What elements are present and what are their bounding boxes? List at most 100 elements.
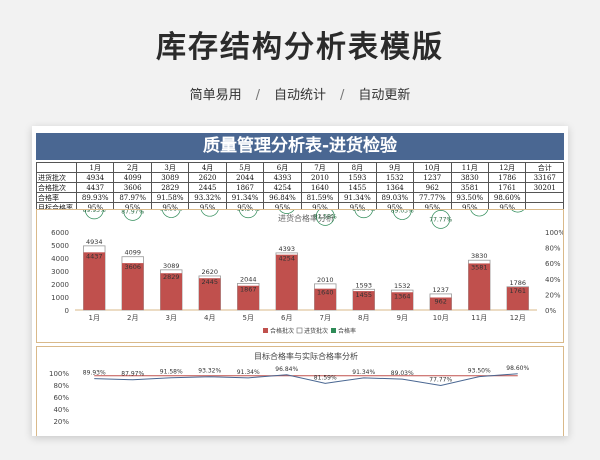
table-cell: 1455 <box>338 182 377 193</box>
row-label: 合格率 <box>36 192 77 203</box>
table-cell: 89.03% <box>375 192 415 203</box>
tag-separator: / <box>255 88 260 103</box>
x-tick-label: 11月 <box>471 314 487 322</box>
y2-tick-label: 100% <box>545 229 563 237</box>
bar-qualified <box>237 285 260 310</box>
table-cell: 81.59% <box>300 192 340 203</box>
rate-label: 81.59% <box>314 213 337 220</box>
y-tick-label: 0 <box>65 307 69 315</box>
bar-qualified <box>352 291 375 310</box>
line-chart: 目标合格率与实际合格率分析 100% 80% 60% 40% 20% 89.93% 87.97… <box>49 351 529 426</box>
bar-total-label: 2044 <box>240 275 257 283</box>
table-cell: 30201 <box>525 182 564 193</box>
y-tick-label: 2000 <box>51 281 69 289</box>
x-tick-label: 12月 <box>510 314 526 322</box>
y2-tick-label: 80% <box>545 245 561 253</box>
table-cell: 89.93% <box>75 192 115 203</box>
table-cell: 91.34% <box>338 192 377 203</box>
y2-tick-label: 60% <box>545 260 561 268</box>
bar-qualified <box>314 288 337 310</box>
bar-qualified <box>468 263 491 310</box>
row-label: 合格批次 <box>36 182 77 193</box>
x-tick-label: 6月 <box>281 314 292 322</box>
rate-label: 93.50% <box>468 210 491 211</box>
table-cell: 2445 <box>188 182 227 193</box>
legend-swatch <box>263 328 268 333</box>
tag-separator: / <box>340 88 345 103</box>
table-cell: 91.58% <box>150 192 190 203</box>
page-title: 库存结构分析表模版 <box>156 30 444 65</box>
month-header: 7月 <box>300 162 340 173</box>
legend-label: 合格批次 <box>270 327 294 335</box>
table-cell: 87.97% <box>113 192 152 203</box>
rate-label: 81.59% <box>314 374 337 381</box>
table-cell: 3606 <box>113 182 152 193</box>
actual-line <box>94 373 518 386</box>
x-tick-label: 1月 <box>89 314 100 322</box>
bar-total-label: 1237 <box>432 286 449 294</box>
table-cell: 98.60% <box>487 192 527 203</box>
month-header: 4月 <box>188 162 227 173</box>
line-chart-panel: 目标合格率与实际合格率分析 100% 80% 60% 40% 20% 89.93% 87.97… <box>36 346 564 436</box>
table-cell: 4254 <box>263 182 302 193</box>
table-cell: 4393 <box>263 172 302 183</box>
table-cell: 1364 <box>375 182 415 193</box>
bar-qualified-label: 962 <box>435 297 447 305</box>
bar-qualified-label: 3581 <box>471 263 488 271</box>
bar-qualified-label: 1640 <box>317 289 334 297</box>
bar-qualified-label: 2829 <box>163 273 180 281</box>
rate-marker <box>277 195 297 214</box>
table-cell: 2044 <box>225 172 265 183</box>
table-cell: 1640 <box>300 182 340 193</box>
table-cell: 91.34% <box>225 192 265 203</box>
table-cell: 4437 <box>75 182 115 193</box>
x-tick-label: 3月 <box>166 314 177 322</box>
table-cell: 2829 <box>150 182 190 193</box>
table-cell: 1532 <box>375 172 415 183</box>
table-row: 合格率 89.93% 87.97% 91.58% 93.32% 91.34% 96.84% 8… <box>36 192 564 203</box>
bar-total-label: 2010 <box>317 276 334 284</box>
chart-title: 目标合格率与实际合格率分析 <box>254 351 358 361</box>
bar-qualified-label: 1455 <box>355 291 372 299</box>
sheet-banner: 质量管理分析表-进货检验 <box>36 133 564 160</box>
x-tick-label: 8月 <box>358 314 369 322</box>
y-tick-label: 4000 <box>51 255 69 263</box>
bar-qualified-label: 4437 <box>86 252 103 260</box>
table-row: 进货批次 4934 4099 3089 2620 2044 4393 2010 1593 1532… <box>36 172 564 183</box>
rate-label: 93.50% <box>468 368 491 375</box>
tag-auto-update: 自动更新 <box>358 88 411 103</box>
x-tick-label: 9月 <box>397 314 408 322</box>
rate-marker <box>431 209 451 229</box>
bar-chart: 进货合格率分析 0 1000 2000 3000 4000 5000 6000 0% 20% 40%… <box>51 193 565 335</box>
bar-qualified-label: 1761 <box>509 287 526 295</box>
table-cell: 1786 <box>487 172 527 183</box>
x-tick-label: 5月 <box>243 314 254 322</box>
rate-label: 87.97% <box>121 371 144 378</box>
table-corner-cell <box>36 162 77 173</box>
x-tick-label: 10月 <box>433 314 449 322</box>
table-row: 合格批次 4437 3606 2829 2445 1867 4254 1640 1455 1364… <box>36 182 564 193</box>
legend-swatch <box>296 327 303 334</box>
tag-easy: 简单易用 <box>189 88 242 103</box>
month-header: 5月 <box>225 162 265 173</box>
bar-qualified-label: 1364 <box>394 292 411 300</box>
feature-tags: 简单易用 / 自动统计 / 自动更新 <box>0 84 600 103</box>
bar-total-label: 3089 <box>163 262 180 270</box>
table-cell: 4099 <box>113 172 152 183</box>
table-cell: 3581 <box>450 182 489 193</box>
bar-qualified-label: 1867 <box>240 286 257 294</box>
month-header: 6月 <box>263 162 302 173</box>
month-header: 10月 <box>413 162 452 173</box>
table-cell: 3089 <box>150 172 190 183</box>
spreadsheet-preview: 质量管理分析表-进货检验 1月 2月 3月 4月 5月 6月 7月 8月 9月 10月 11月 12月… <box>32 126 568 436</box>
bar-qualified <box>506 287 529 310</box>
month-header: 2月 <box>113 162 152 173</box>
bar-total-label: 1593 <box>355 281 372 289</box>
legend-swatch <box>331 328 336 333</box>
rate-label: 96.84% <box>275 366 298 373</box>
bar-qualified-label: 2445 <box>201 278 218 286</box>
month-header: 9月 <box>375 162 415 173</box>
bar-total-label: 3830 <box>471 252 488 260</box>
table-cell <box>525 192 564 203</box>
rate-label: 91.34% <box>237 369 260 376</box>
